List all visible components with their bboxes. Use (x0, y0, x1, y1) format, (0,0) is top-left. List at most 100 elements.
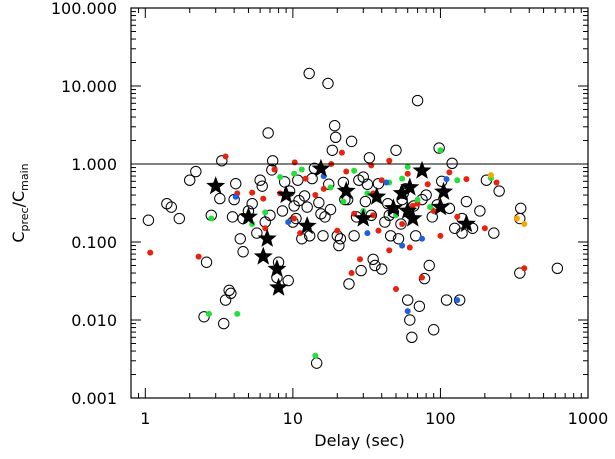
data-point-filled-circle (356, 256, 363, 263)
data-point-filled-circle (297, 230, 304, 237)
data-point-filled-circle (418, 274, 425, 281)
data-point-star (392, 183, 412, 202)
data-point-filled-circle (260, 195, 267, 202)
data-point-star (383, 198, 403, 217)
data-point-open-circle (343, 278, 355, 290)
data-point-open-circle (310, 357, 323, 369)
data-point-star (430, 197, 450, 216)
data-point-open-circle (225, 287, 237, 299)
data-point-open-circle (262, 127, 274, 139)
y-tick-label: 10.000 (61, 77, 117, 96)
data-point-open-circle (216, 155, 228, 167)
data-point-open-circle (367, 253, 379, 266)
data-point-open-circle (317, 230, 329, 242)
data-point-filled-circle (232, 193, 239, 200)
data-point-open-circle (488, 227, 500, 239)
data-point-open-circle (515, 202, 527, 215)
y-axis-label-sep: /C (9, 191, 28, 208)
data-point-open-circle (359, 195, 372, 208)
data-point-open-circle (390, 144, 402, 156)
data-point-filled-circle (195, 253, 202, 260)
data-point-open-circle (446, 157, 458, 170)
data-point-open-circle (246, 197, 258, 210)
data-point-open-circle (410, 230, 422, 242)
x-tick-label: 10 (283, 409, 303, 428)
data-point-open-circle (214, 192, 226, 205)
data-point-open-circle (315, 208, 327, 220)
data-point-filled-circle (437, 147, 444, 154)
data-point-filled-circle (487, 172, 494, 179)
data-point-open-circle (256, 180, 268, 192)
data-point-filled-circle (454, 297, 461, 304)
data-point-open-circle (379, 216, 391, 228)
data-point-open-circle (355, 264, 367, 277)
data-point-filled-circle (443, 176, 450, 183)
data-point-filled-circle (437, 232, 444, 239)
data-point-open-circle (251, 227, 263, 239)
data-point-open-circle (234, 233, 246, 245)
data-point-open-circle (298, 190, 311, 202)
y-tick-label: 0.100 (71, 233, 117, 252)
data-point-filled-circle (370, 212, 377, 219)
data-point-filled-circle (424, 181, 431, 188)
data-point-star (412, 160, 432, 179)
data-point-open-circle (427, 324, 440, 336)
data-point-open-circle (411, 94, 424, 107)
data-point-filled-circle (291, 170, 298, 177)
tick-labels: 1 10 100 1000 0.001 0.010 0.100 1.000 10.000 100.… (51, 0, 609, 428)
data-point-open-circle (423, 259, 435, 272)
data-point-filled-circle (383, 179, 390, 186)
data-point-star (206, 176, 226, 195)
data-point-filled-circle (430, 207, 437, 214)
data-point-open-circle (254, 174, 266, 186)
data-point-open-circle (413, 300, 426, 312)
data-point-filled-circle (427, 204, 434, 211)
data-point-filled-circle (302, 175, 309, 182)
data-point-star (257, 228, 277, 247)
data-point-filled-circle (414, 196, 421, 203)
data-point-open-circle (226, 211, 239, 223)
data-point-open-circle (514, 267, 526, 279)
data-point-open-circle (326, 144, 338, 156)
data-point-star (398, 200, 418, 220)
data-point-filled-circle (454, 177, 461, 184)
data-point-open-circle (337, 176, 350, 189)
data-point-filled-circle (481, 225, 488, 232)
data-point-open-circle (223, 284, 235, 297)
data-point-filled-circle (521, 221, 528, 228)
data-point-filled-circle (386, 247, 393, 254)
data-point-filled-circle (351, 210, 358, 217)
data-point-open-circle (200, 256, 213, 268)
data-point-star (400, 177, 420, 196)
data-point-star (403, 208, 423, 227)
data-point-filled-circle (338, 149, 345, 156)
data-point-filled-circle (312, 352, 319, 359)
series-0-open-circle (142, 67, 564, 369)
data-point-filled-circle (147, 249, 154, 256)
data-point-open-circle (433, 142, 445, 154)
y-axis-label-base: C (9, 231, 28, 242)
data-point-filled-circle (399, 175, 406, 182)
data-point-open-circle (329, 131, 342, 143)
data-point-star (297, 216, 317, 235)
data-point-filled-circle (409, 202, 416, 209)
data-point-star (456, 214, 476, 233)
data-point-star (269, 277, 289, 296)
data-point-open-circle (142, 214, 155, 226)
axis-ticks (130, 7, 589, 399)
data-point-filled-circle (493, 179, 500, 186)
data-point-filled-circle (277, 174, 284, 181)
data-point-open-circle (190, 165, 202, 178)
data-point-open-circle (303, 67, 315, 80)
data-point-star (367, 186, 387, 205)
data-point-open-circle (357, 171, 369, 183)
data-point-filled-circle (368, 162, 375, 169)
x-tick-label: 1000 (568, 409, 609, 428)
data-point-open-circle (282, 274, 294, 287)
data-point-filled-circle (404, 170, 411, 177)
data-point-filled-circle (348, 270, 355, 277)
data-point-open-circle (334, 233, 347, 245)
data-point-filled-circle (205, 310, 212, 317)
data-point-open-circle (551, 262, 564, 275)
